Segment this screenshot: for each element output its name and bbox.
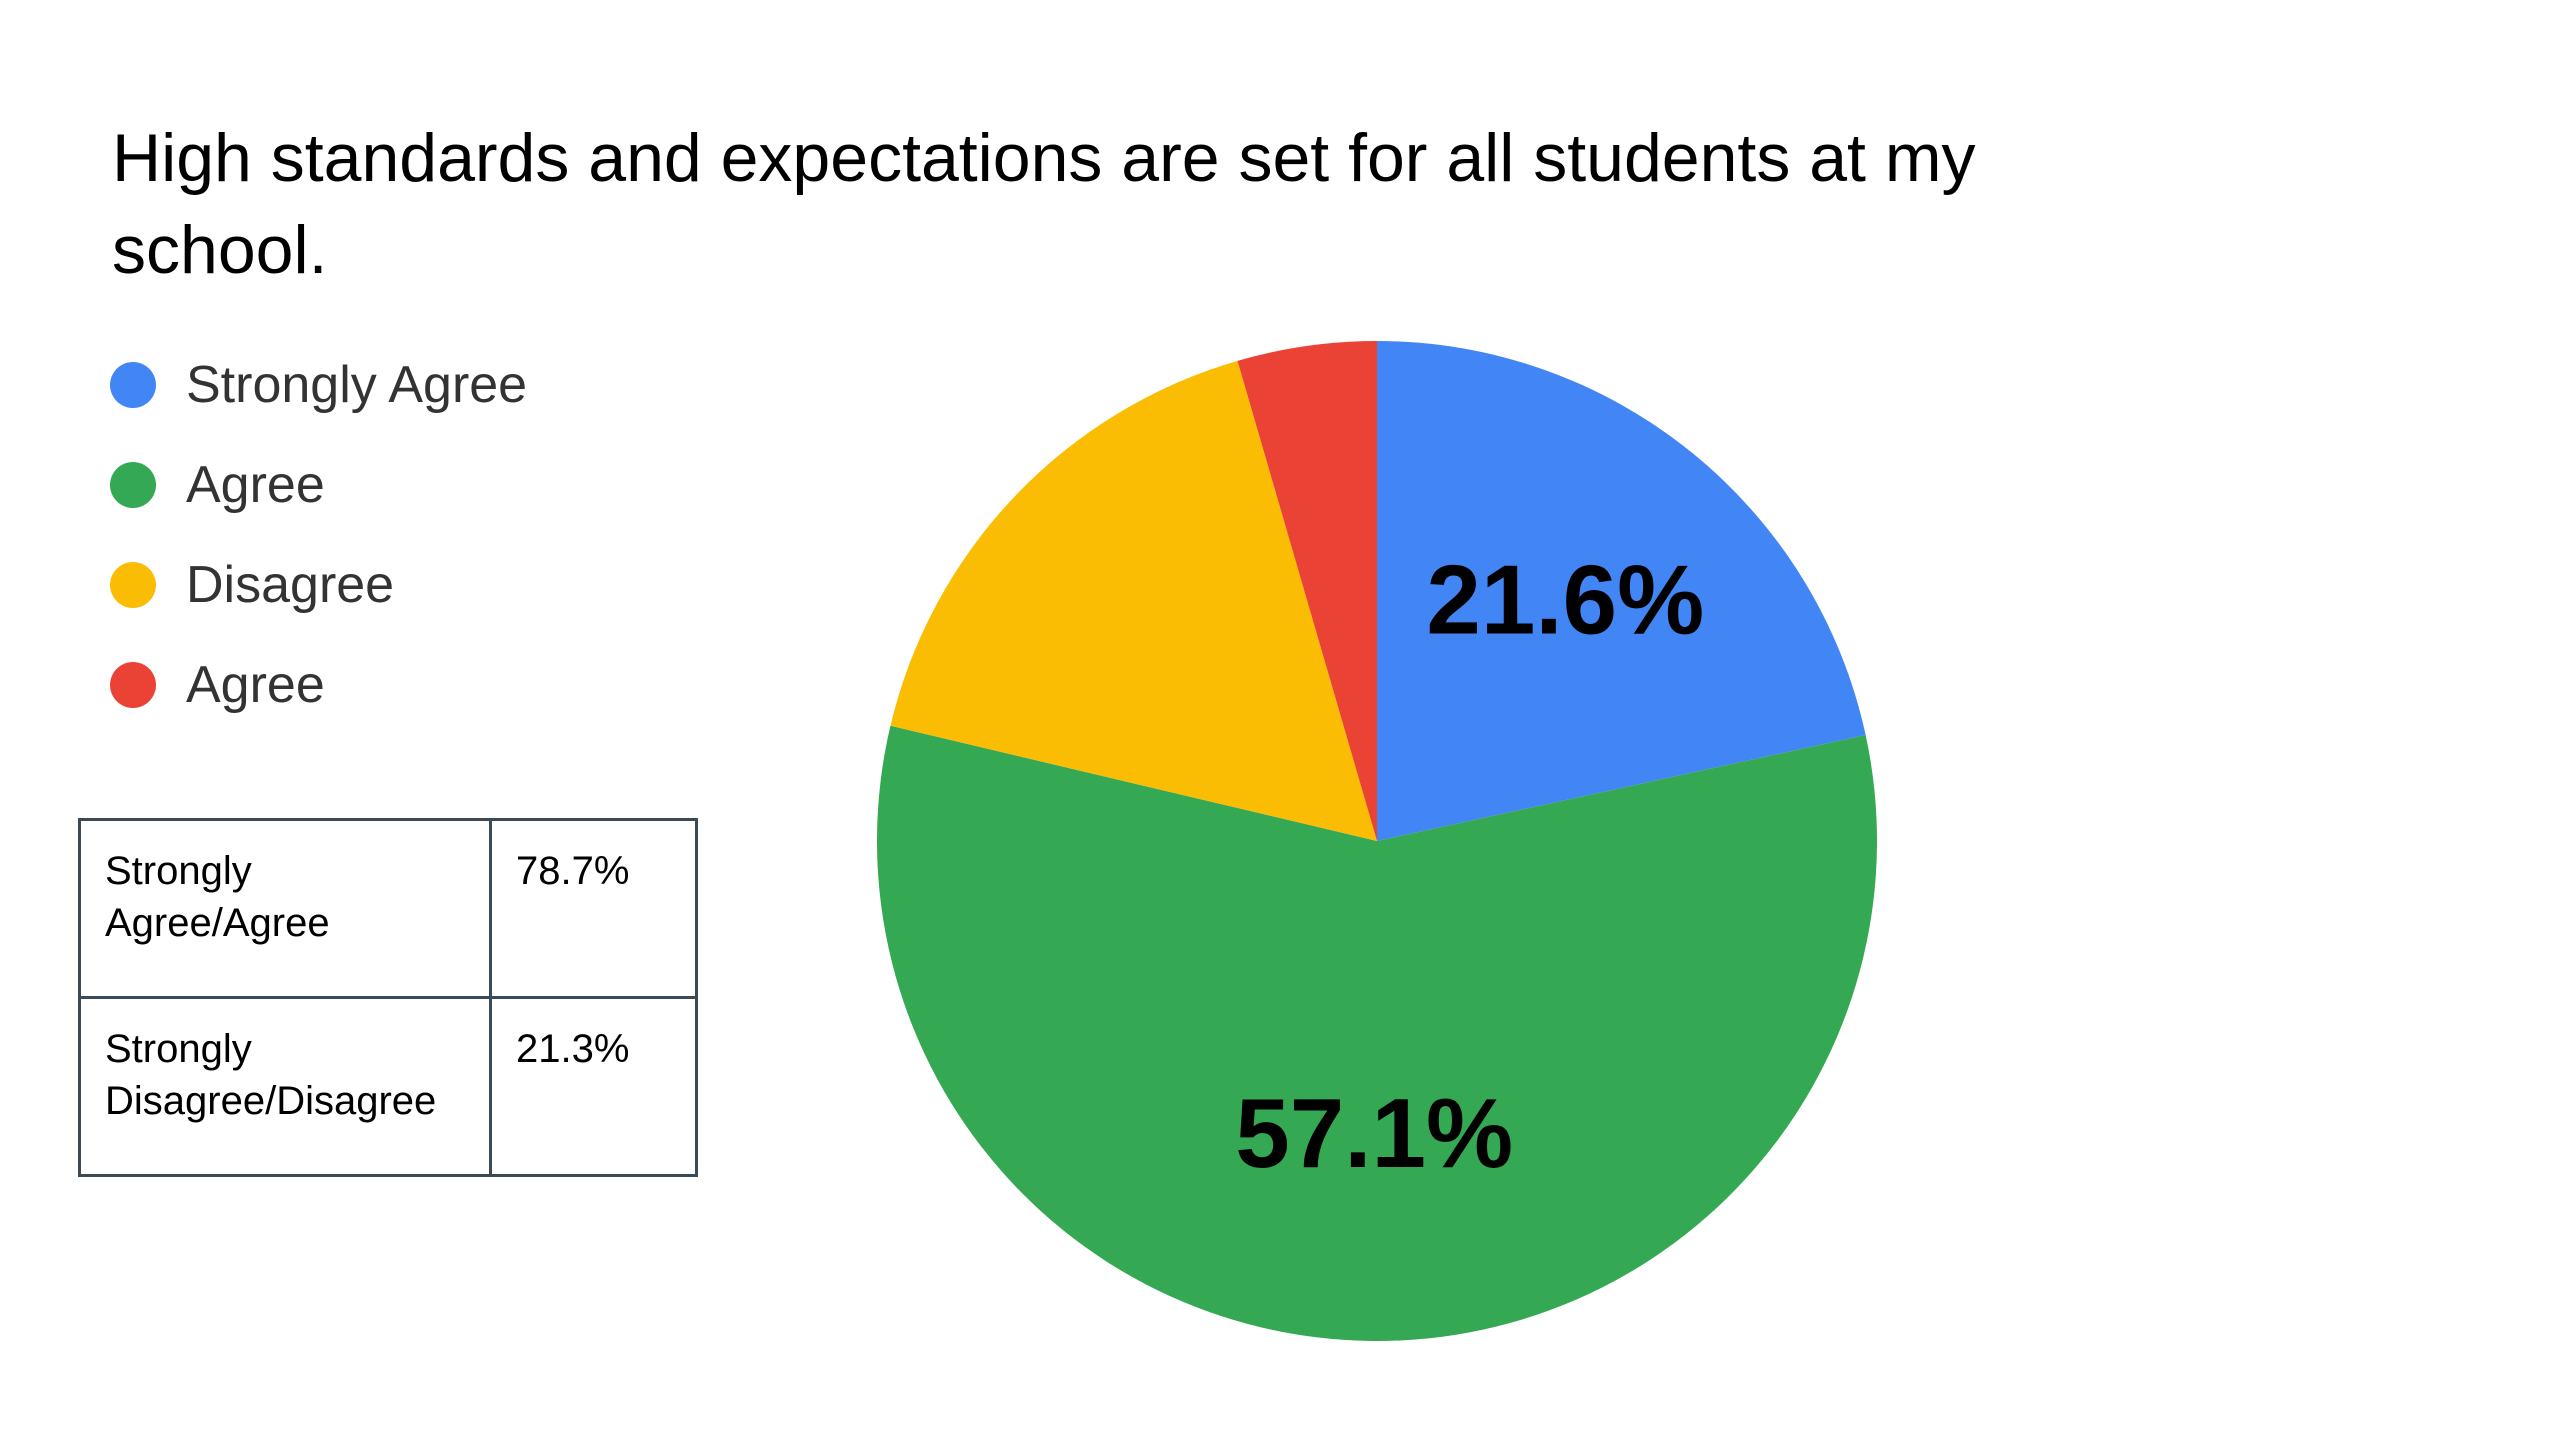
legend-swatch [110, 462, 156, 508]
data-label: 21.6% [1426, 544, 1704, 654]
table-cell: Strongly Disagree/Disagree [78, 996, 492, 1177]
legend-item: Disagree [110, 535, 527, 635]
summary-table: Strongly Agree/Agree 78.7% Strongly Disagr… [78, 818, 698, 1177]
legend-label: Agree [186, 456, 325, 514]
legend-label: Disagree [186, 556, 395, 614]
pie-slice [890, 360, 1377, 841]
table-row: Strongly Agree/Agree 78.7% [78, 818, 698, 999]
data-label: 57.1% [1235, 1078, 1513, 1188]
legend-item: Strongly Agree [110, 335, 527, 435]
legend: Strongly Agree Agree Disagree Agree [110, 335, 527, 735]
pie-slice [877, 725, 1877, 1341]
legend-swatch [110, 362, 156, 408]
legend-label: Agree [186, 656, 325, 714]
table-cell: 78.7% [489, 818, 698, 999]
table-cell: 21.3% [489, 996, 698, 1177]
legend-item: Agree [110, 435, 527, 535]
pie-slice [1237, 341, 1377, 841]
table-row: Strongly Disagree/Disagree 21.3% [78, 996, 698, 1177]
pie-slice [1377, 341, 1866, 841]
legend-swatch [110, 562, 156, 608]
table-cell: Strongly Agree/Agree [78, 818, 492, 999]
chart-title: High standards and expectations are set … [112, 120, 1976, 288]
legend-swatch [110, 662, 156, 708]
legend-item: Agree [110, 635, 527, 735]
legend-label: Strongly Agree [186, 356, 528, 414]
